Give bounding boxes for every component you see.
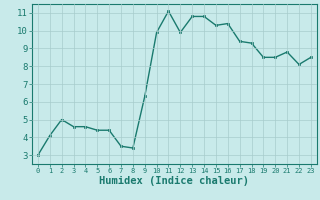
X-axis label: Humidex (Indice chaleur): Humidex (Indice chaleur) [100, 176, 249, 186]
